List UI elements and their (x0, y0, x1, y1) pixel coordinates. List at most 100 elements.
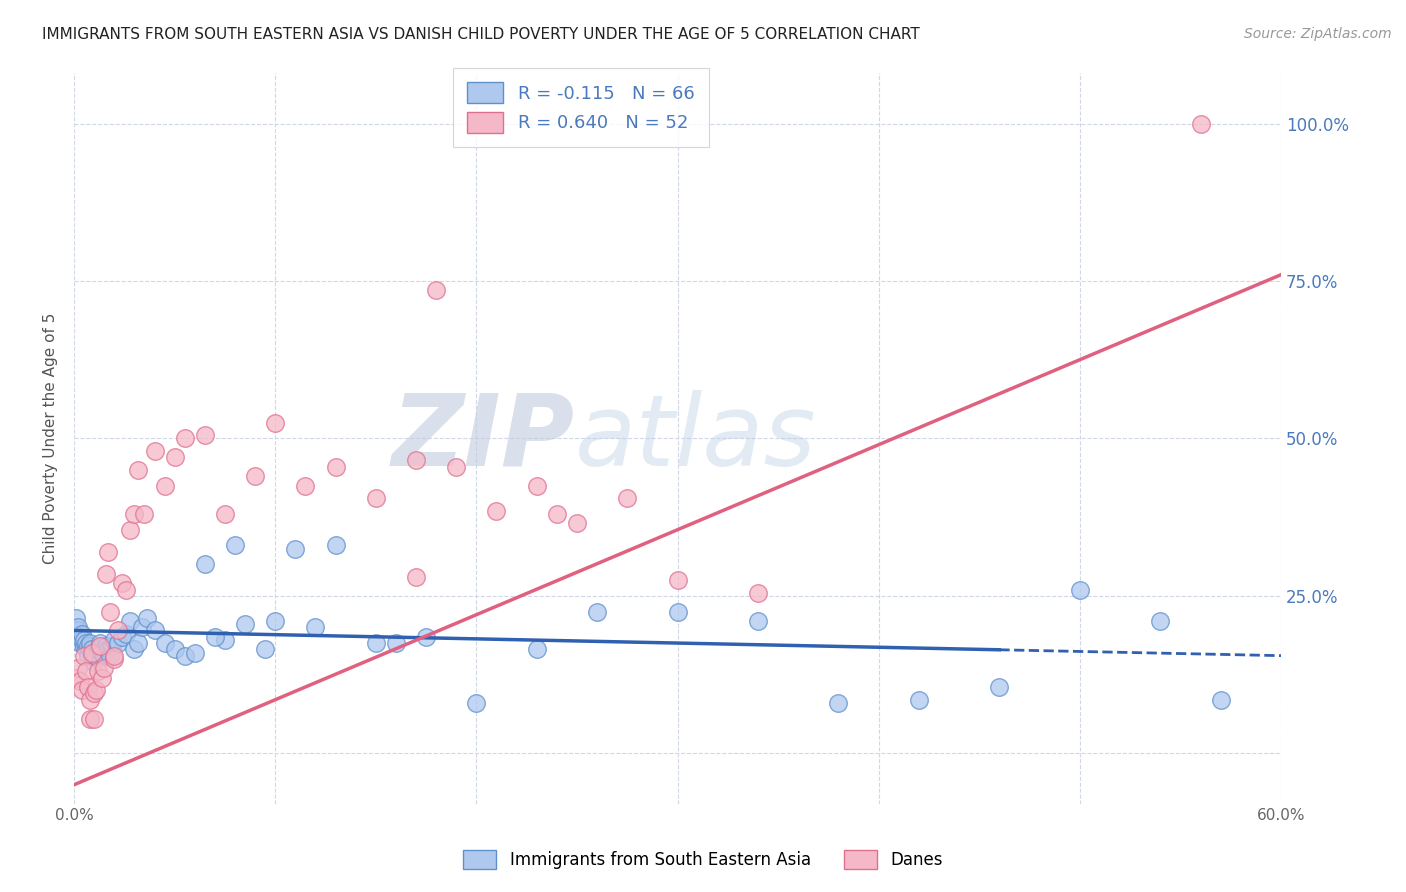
Point (284, 541, 307, 556)
Point (93, 661, 115, 675)
Point (98, 648, 121, 663)
Point (98, 605, 121, 619)
Point (103, 652, 125, 666)
Point (616, 491, 638, 506)
Point (84, 648, 107, 663)
Point (134, 507, 156, 521)
Text: atlas: atlas (575, 390, 817, 487)
Point (73, 648, 96, 663)
Point (908, 692, 931, 706)
Point (131, 620, 153, 634)
Point (70, 683, 93, 698)
Point (294, 478, 316, 492)
Point (1069, 582, 1091, 597)
Point (96, 639, 118, 653)
Legend: R = -0.115   N = 66, R = 0.640   N = 52: R = -0.115 N = 66, R = 0.640 N = 52 (453, 68, 709, 147)
Point (65, 611, 87, 625)
Point (465, 696, 488, 710)
Point (115, 582, 138, 597)
Point (84, 683, 107, 698)
Point (405, 453, 427, 467)
Point (82, 648, 104, 663)
Point (415, 630, 437, 644)
Point (69, 636, 91, 650)
Point (173, 432, 195, 446)
Point (254, 642, 277, 657)
Point (107, 636, 129, 650)
Point (425, 284, 447, 298)
Point (79, 636, 101, 650)
Point (111, 630, 134, 644)
Point (67, 624, 90, 638)
Point (586, 605, 609, 619)
Point (163, 450, 186, 465)
Point (91, 646, 114, 660)
Point (79, 712, 101, 726)
Point (304, 620, 326, 634)
Point (70, 626, 93, 640)
Point (364, 636, 387, 650)
Point (827, 696, 849, 710)
Point (75, 636, 97, 650)
Point (143, 624, 166, 638)
Point (87, 665, 110, 679)
Point (224, 539, 246, 553)
Point (153, 478, 176, 492)
Point (526, 642, 548, 657)
Point (264, 614, 287, 628)
Point (988, 680, 1011, 694)
Point (97, 642, 120, 657)
Point (93, 648, 115, 663)
Point (103, 648, 125, 663)
Point (111, 576, 134, 591)
Point (747, 585, 769, 599)
Point (127, 636, 149, 650)
Point (82, 642, 104, 657)
Point (143, 444, 166, 458)
Point (325, 459, 347, 474)
Point (546, 507, 568, 521)
Point (67, 661, 90, 675)
Point (385, 636, 408, 650)
Text: Source: ZipAtlas.com: Source: ZipAtlas.com (1244, 27, 1392, 41)
Point (87, 642, 110, 657)
Point (101, 639, 124, 653)
Point (124, 642, 146, 657)
Point (124, 507, 146, 521)
Point (364, 491, 387, 506)
Point (153, 636, 176, 650)
Point (127, 463, 149, 477)
Point (77, 648, 100, 663)
Point (163, 642, 186, 657)
Point (325, 539, 347, 553)
Point (264, 416, 287, 430)
Point (184, 646, 207, 660)
Point (107, 624, 129, 638)
Point (214, 507, 236, 521)
Point (69, 673, 91, 688)
Point (405, 570, 427, 584)
Point (446, 459, 468, 474)
Point (89, 639, 111, 653)
Point (1149, 614, 1171, 628)
Point (83, 712, 105, 726)
Point (77, 680, 100, 694)
Point (97, 545, 120, 559)
Point (485, 504, 508, 518)
Point (79, 692, 101, 706)
Point (233, 617, 256, 632)
Y-axis label: Child Poverty Under the Age of 5: Child Poverty Under the Age of 5 (44, 313, 58, 564)
Point (1209, 692, 1232, 706)
Point (135, 611, 157, 625)
Point (204, 630, 226, 644)
Point (120, 523, 142, 537)
Text: IMMIGRANTS FROM SOUTH EASTERN ASIA VS DANISH CHILD POVERTY UNDER THE AGE OF 5 CO: IMMIGRANTS FROM SOUTH EASTERN ASIA VS DA… (42, 27, 920, 42)
Point (82, 646, 104, 660)
Point (67, 620, 90, 634)
Point (70, 632, 93, 647)
Point (96, 566, 118, 581)
Point (75, 642, 97, 657)
Point (173, 648, 195, 663)
Point (243, 469, 266, 483)
Point (526, 478, 548, 492)
